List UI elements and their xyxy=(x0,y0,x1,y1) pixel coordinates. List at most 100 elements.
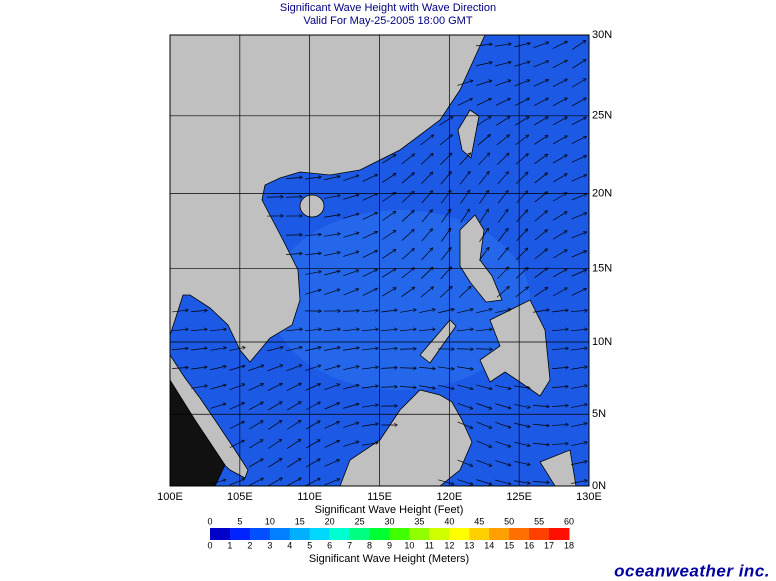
wave-arrow xyxy=(382,211,395,221)
wave-arrow xyxy=(495,460,510,466)
wave-arrow xyxy=(382,250,395,259)
wave-arrow xyxy=(534,268,548,279)
wave-arrow xyxy=(439,287,452,298)
wave-arrow xyxy=(305,290,320,295)
wave-arrow xyxy=(478,172,489,185)
wave-arrow xyxy=(305,384,321,391)
wave-arrow xyxy=(343,385,358,390)
wave-arrow xyxy=(571,117,586,126)
wave-arrow xyxy=(478,153,490,166)
wave-arrow xyxy=(460,209,470,223)
meters-tick-label: 17 xyxy=(544,540,554,550)
wave-arrow xyxy=(457,479,472,485)
wave-arrow xyxy=(551,367,568,368)
wave-arrow xyxy=(497,248,508,261)
wave-arrow xyxy=(342,311,359,312)
wave-arrow xyxy=(438,366,454,369)
wave-arrow xyxy=(191,386,207,389)
wave-arrow xyxy=(305,272,321,275)
wave-arrow xyxy=(286,177,302,179)
wave-arrow xyxy=(362,367,378,370)
wave-arrow xyxy=(401,230,414,241)
colorbar-swatch xyxy=(210,528,231,540)
feet-tick-label: 0 xyxy=(207,516,212,526)
wave-arrow xyxy=(229,421,244,429)
wave-arrow xyxy=(191,348,207,351)
wave-arrow xyxy=(571,156,587,163)
wave-arrow xyxy=(571,442,587,447)
wave-arrow xyxy=(533,117,548,126)
wave-arrow xyxy=(343,214,358,219)
feet-tick-label: 20 xyxy=(325,516,335,526)
wave-arrow xyxy=(324,366,339,371)
colorbar-swatch xyxy=(489,528,510,540)
wave-arrow xyxy=(421,248,433,261)
wave-arrow xyxy=(324,479,340,486)
logo: oceanweather inc. xyxy=(614,561,770,580)
wave-arrow xyxy=(324,196,340,199)
colorbar-swatch xyxy=(329,528,351,540)
wave-arrow xyxy=(382,155,396,164)
wave-arrow xyxy=(268,440,281,449)
feet-tick-label: 30 xyxy=(384,516,394,526)
colorbar-swatch xyxy=(349,528,371,540)
wave-arrow xyxy=(458,287,471,298)
wave-arrow xyxy=(343,195,358,200)
wave-arrow xyxy=(324,289,339,295)
wave-arrow xyxy=(324,215,340,218)
wave-arrow xyxy=(552,193,567,202)
wave-arrow xyxy=(497,267,509,280)
wave-arrow xyxy=(343,233,358,238)
wave-arrow xyxy=(552,117,567,126)
wave-arrow xyxy=(380,368,397,369)
colorbar-swatch xyxy=(509,528,530,540)
wave-arrow xyxy=(496,117,509,126)
lon-label: 115E xyxy=(367,491,392,503)
wave-arrow xyxy=(399,386,416,387)
wave-arrow xyxy=(305,478,320,486)
wave-arrow xyxy=(324,460,340,467)
feet-tick-label: 45 xyxy=(474,516,484,526)
wave-arrow xyxy=(324,347,340,351)
lat-label: 25N xyxy=(592,110,612,122)
wave-arrow xyxy=(514,80,530,87)
wave-arrow xyxy=(551,386,568,387)
wave-arrow xyxy=(305,347,321,352)
wave-arrow xyxy=(421,267,433,279)
wave-arrow xyxy=(210,404,225,409)
hainan xyxy=(299,194,325,218)
wave-arrow xyxy=(552,329,568,331)
wave-arrow xyxy=(248,384,264,391)
colorbar-swatch xyxy=(429,528,450,540)
wave-arrow xyxy=(516,210,528,223)
wave-arrow xyxy=(401,173,414,184)
wave-arrow xyxy=(268,459,281,468)
feet-tick-label: 5 xyxy=(237,516,242,526)
wave-arrow xyxy=(476,440,492,447)
wave-arrow xyxy=(534,249,547,260)
lat-label: 20N xyxy=(592,187,612,199)
wave-arrow xyxy=(571,175,587,182)
wave-arrow xyxy=(476,62,492,66)
colorbar-swatch xyxy=(289,528,311,540)
lon-label: 105E xyxy=(227,491,253,503)
wave-arrow xyxy=(362,232,377,239)
feet-tick-label: 15 xyxy=(295,516,305,526)
wave-arrow xyxy=(514,98,529,106)
wave-arrow xyxy=(495,403,510,408)
colorbar-swatch xyxy=(469,528,490,540)
wave-arrow xyxy=(533,310,549,313)
wave-arrow xyxy=(400,329,416,331)
wave-arrow xyxy=(286,402,301,411)
wave-arrow xyxy=(267,402,282,411)
lon-label: 130E xyxy=(576,491,602,503)
meters-tick-label: 11 xyxy=(425,540,434,550)
wave-arrow xyxy=(459,172,470,185)
wave-arrow xyxy=(457,421,473,428)
wave-arrow xyxy=(191,329,207,331)
wave-arrow xyxy=(305,365,320,371)
wave-arrow xyxy=(552,212,567,221)
wave-arrow xyxy=(571,423,587,428)
wave-arrow xyxy=(497,191,508,204)
